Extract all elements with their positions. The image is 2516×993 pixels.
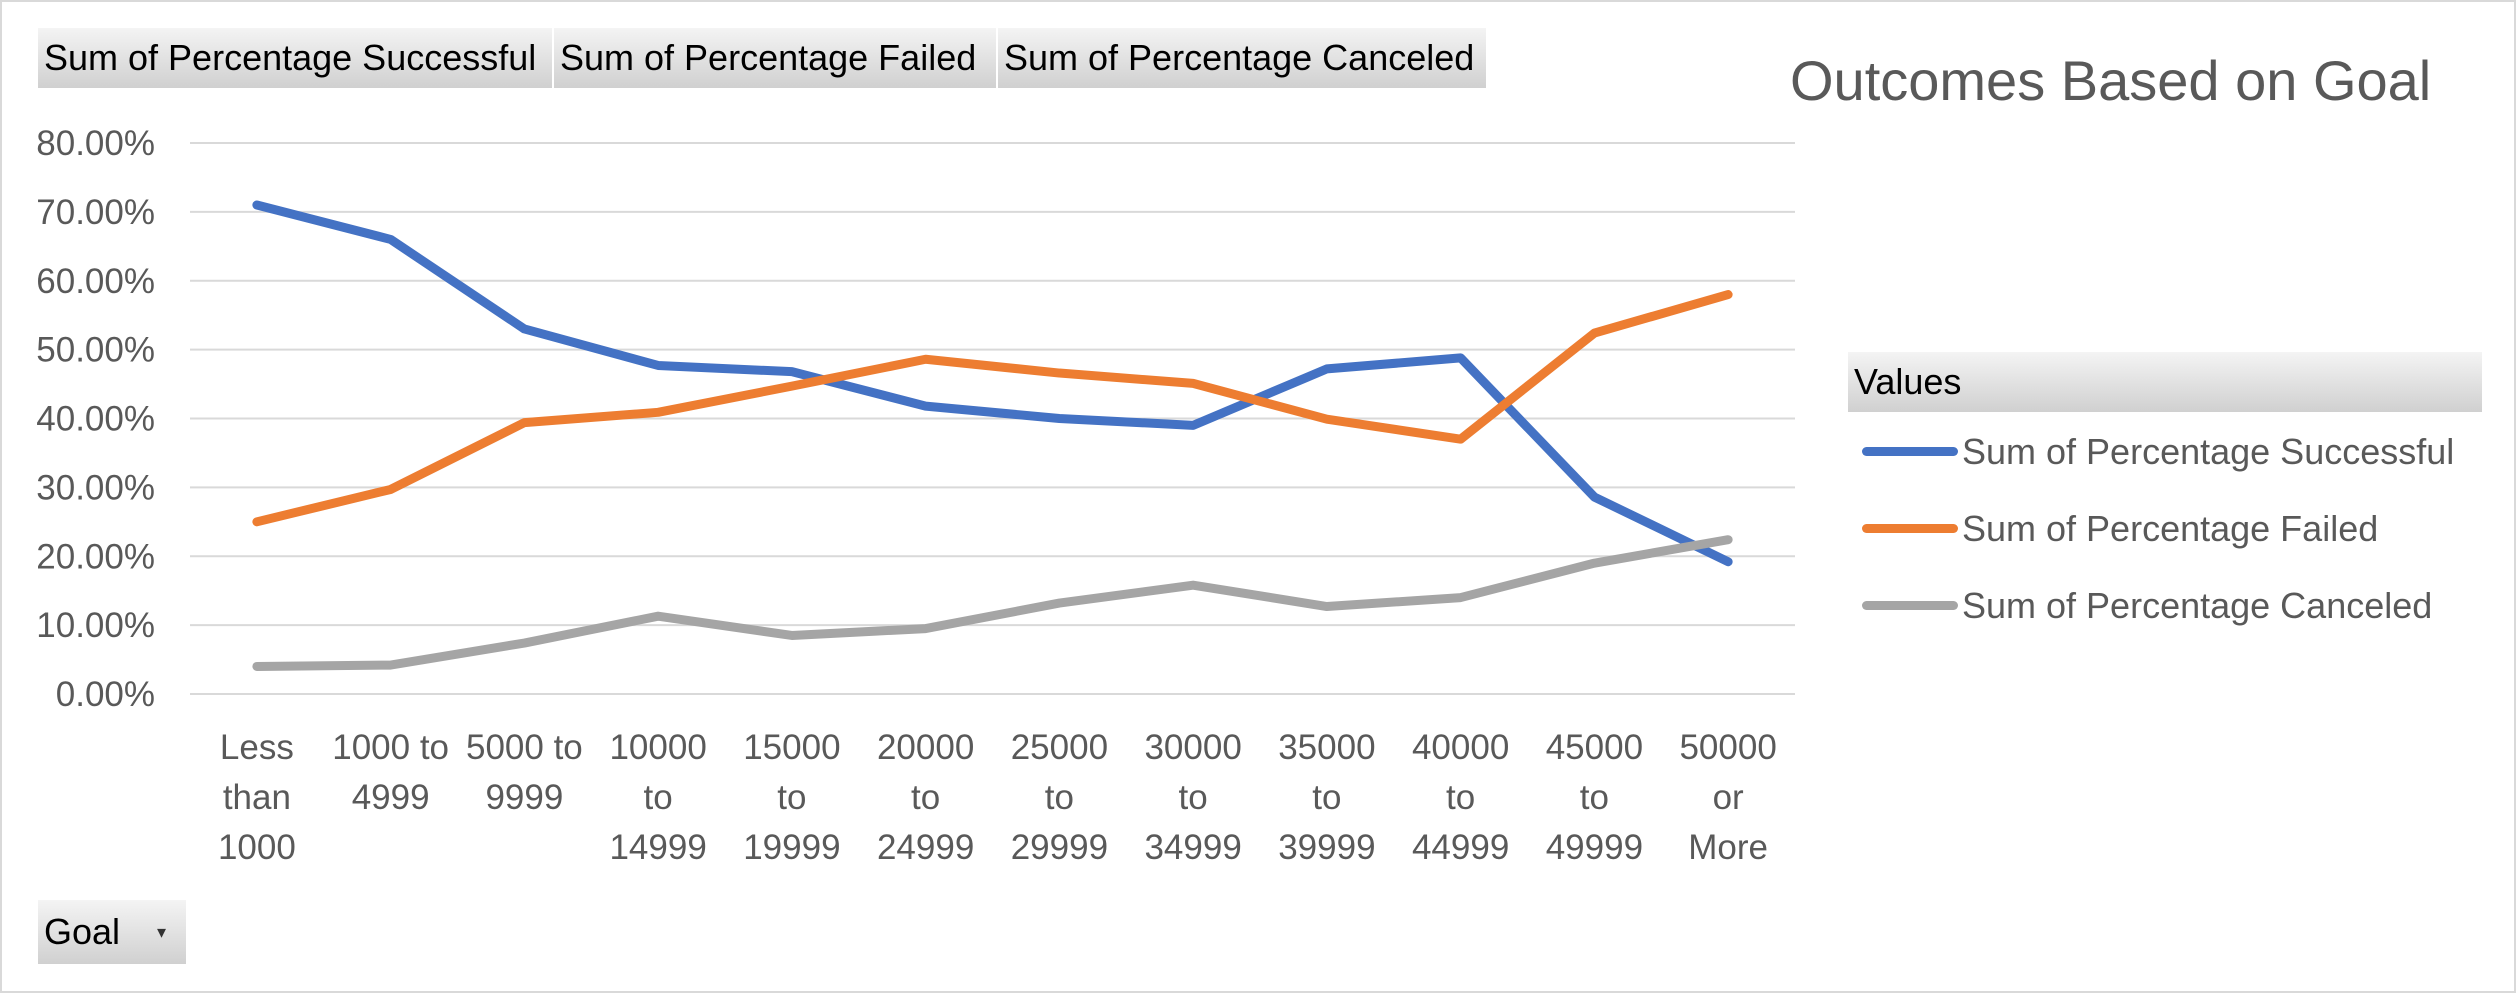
legend-label: Sum of Percentage Failed	[1962, 508, 2379, 549]
series-line-1[interactable]	[252, 290, 1733, 527]
field-button-successful[interactable]: Sum of Percentage Successful	[38, 28, 554, 88]
x-category-label: 35000 to 39999	[1278, 728, 1375, 867]
y-tick-label: 20.00%	[36, 537, 155, 576]
x-category-label: 10000 to 14999	[609, 728, 706, 867]
x-category-label: 40000 to 44999	[1412, 728, 1509, 867]
chart-title: Outcomes Based on Goal	[1790, 49, 2432, 112]
legend-header[interactable]: Values	[1848, 352, 2482, 412]
x-category-label: 45000 to 49999	[1546, 728, 1643, 867]
y-tick-label: 30.00%	[36, 468, 155, 507]
goal-filter-button[interactable]: Goal ▾	[38, 900, 186, 964]
y-tick-label: 80.00%	[36, 124, 155, 163]
y-tick-label: 50.00%	[36, 331, 155, 370]
series-lines	[252, 200, 1733, 671]
legend-swatch	[1862, 447, 1958, 456]
y-tick-label: 10.00%	[36, 606, 155, 645]
x-category-label: 20000 to 24999	[877, 728, 974, 867]
legend-swatch	[1862, 524, 1958, 533]
y-axis-ticks: 0.00% 10.00% 20.00% 30.00% 40.00% 50.00% 60.00…	[36, 124, 155, 714]
x-category-label: 5000 to 9999	[466, 728, 583, 817]
y-tick-label: 40.00%	[36, 400, 155, 439]
x-category-label: 50000 or More	[1679, 728, 1776, 867]
dropdown-arrow-icon[interactable]: ▾	[156, 922, 166, 942]
field-button-canceled[interactable]: Sum of Percentage Canceled	[998, 28, 1488, 88]
y-tick-label: 60.00%	[36, 262, 155, 301]
legend-swatch	[1862, 601, 1958, 610]
y-tick-label: 70.00%	[36, 193, 155, 232]
x-category-label: 25000 to 29999	[1011, 728, 1108, 867]
series-line-0[interactable]	[252, 200, 1733, 567]
series-line-2[interactable]	[252, 535, 1733, 671]
y-tick-label: 0.00%	[56, 675, 155, 714]
x-category-label: Less than 1000	[218, 728, 296, 867]
x-category-label: 15000 to 19999	[743, 728, 840, 867]
goal-filter-label: Goal	[44, 911, 121, 952]
field-button-failed[interactable]: Sum of Percentage Failed	[554, 28, 998, 88]
legend-label: Sum of Percentage Successful	[1962, 431, 2455, 472]
legend-label: Sum of Percentage Canceled	[1962, 585, 2433, 626]
x-category-label: 30000 to 34999	[1144, 728, 1241, 867]
x-category-label: 1000 to 4999	[332, 728, 449, 817]
